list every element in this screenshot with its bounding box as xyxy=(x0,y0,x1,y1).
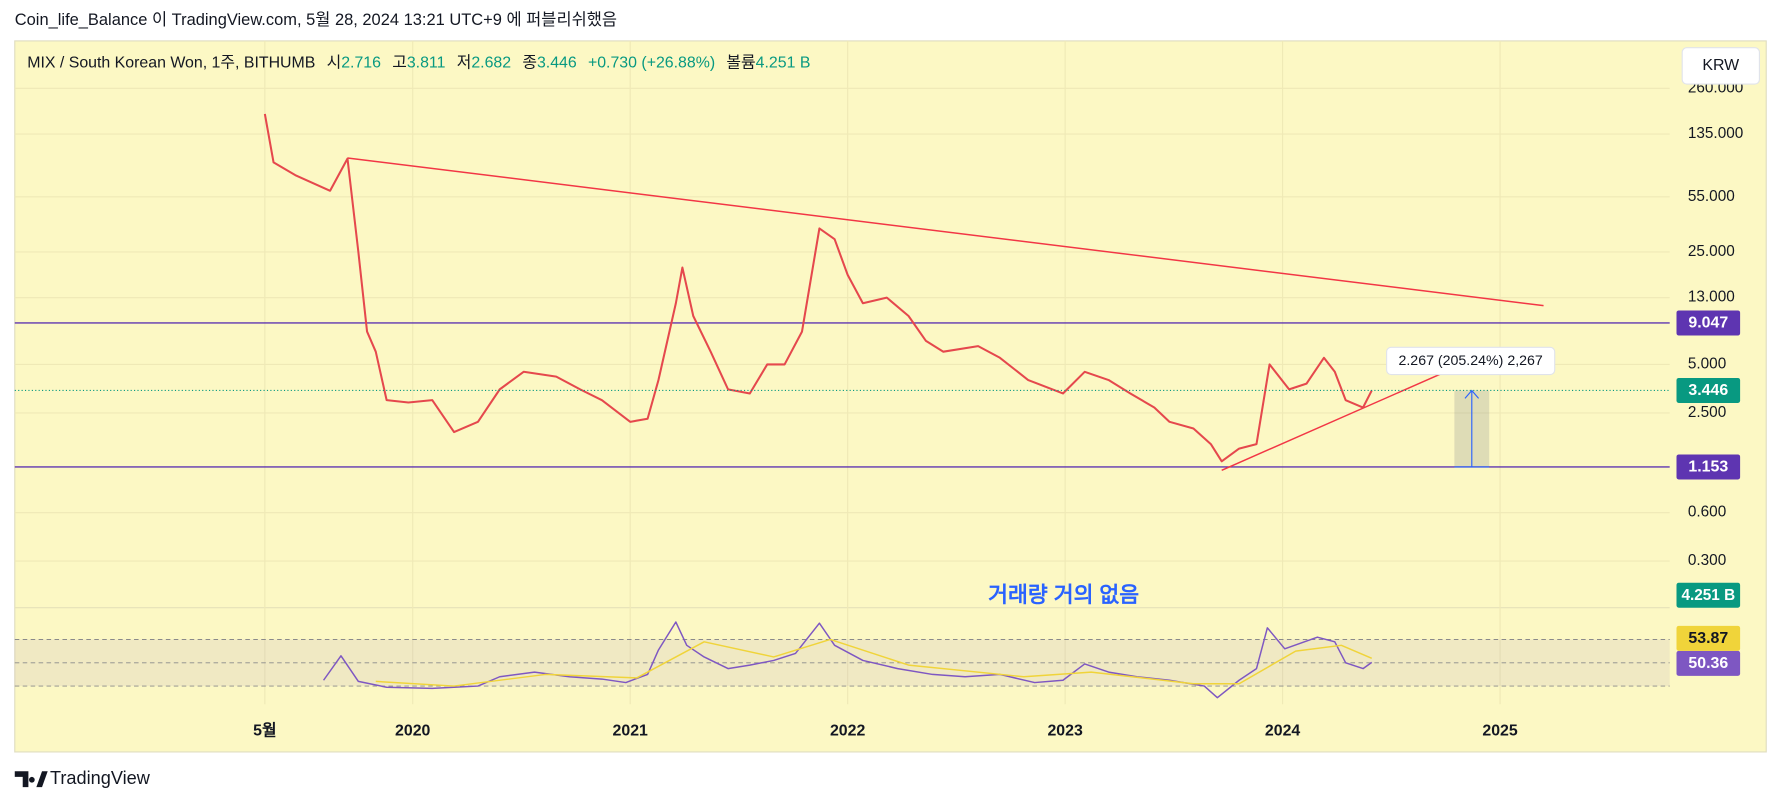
level-axis-box xyxy=(1676,310,1741,336)
y-tick-label: 2.500 xyxy=(1688,404,1726,421)
open-label: 시 xyxy=(327,55,342,72)
rsi-axis-box xyxy=(1676,625,1741,651)
y-tick-label: 0.600 xyxy=(1688,504,1726,521)
currency-button[interactable]: KRW xyxy=(1681,47,1760,85)
rsi-axis-label: 53.87 xyxy=(1688,630,1728,647)
publish-header: Coin_life_Balance 이 TradingView.com, 5월 … xyxy=(15,11,617,29)
low-value: 2.682 xyxy=(471,55,511,72)
y-tick-label: 0.300 xyxy=(1688,552,1726,569)
volume-label: 볼륨 xyxy=(726,54,755,72)
y-tick-label: 5.000 xyxy=(1688,355,1726,372)
x-tick-label: 2023 xyxy=(1047,723,1083,740)
level-axis-label: 1.153 xyxy=(1688,459,1728,476)
x-tick-label: 5월 xyxy=(253,722,276,740)
symbol-legend: MIX / South Korean Won, 1주, BITHUMB 시2.7… xyxy=(27,54,810,72)
last-price-label: 3.446 xyxy=(1688,382,1728,399)
close-value: 3.446 xyxy=(537,55,577,72)
y-tick-label: 55.000 xyxy=(1688,188,1735,205)
logo-text: TradingView xyxy=(50,768,151,788)
x-tick-label: 2020 xyxy=(395,723,431,740)
button-box[interactable] xyxy=(1681,47,1760,85)
last-price-box xyxy=(1676,377,1741,403)
level-axis-box xyxy=(1676,454,1741,480)
rsi-line xyxy=(322,621,1373,699)
volume-axis-label: 4.251 B xyxy=(1681,587,1735,604)
change-value: +0.730 (+26.88%) xyxy=(588,55,715,72)
trendline xyxy=(347,157,1544,307)
rsi-line xyxy=(375,638,1373,687)
open-value: 2.716 xyxy=(341,55,381,72)
x-tick-label: 2021 xyxy=(613,723,649,740)
logo-mark xyxy=(14,771,48,788)
button-label[interactable]: KRW xyxy=(1702,57,1739,74)
measure-arrow-head xyxy=(1464,389,1480,399)
tradingview-logo: TradingView xyxy=(14,768,151,788)
price-line xyxy=(263,113,1373,463)
high-value: 3.811 xyxy=(407,55,446,72)
measure-label: 2.267 (205.24%) 2,267 xyxy=(1398,353,1542,369)
rsi-axis-box xyxy=(1676,650,1741,676)
y-tick-label: 13.000 xyxy=(1688,289,1735,306)
plot-layer: 5월 2020 2021 2022 2023 2024 2025260.000135.000… xyxy=(14,40,1743,740)
high-label: 고 xyxy=(392,55,407,72)
rsi-axis-label: 50.36 xyxy=(1688,655,1728,672)
symbol: MIX / South Korean Won, 1주, BITHUMB xyxy=(27,55,315,72)
measure-label-box xyxy=(1386,346,1556,376)
close-label: 종 xyxy=(522,55,537,72)
y-tick-label: 135.000 xyxy=(1688,125,1743,142)
volume-value: 4.251 B xyxy=(756,55,811,72)
annotation: 거래량 거의 없음 xyxy=(988,582,1139,607)
chart-panel xyxy=(14,40,1767,753)
x-tick-label: 2022 xyxy=(830,723,866,740)
x-tick-label: 2024 xyxy=(1265,723,1301,740)
volume-axis-box xyxy=(1676,582,1741,608)
trendline xyxy=(1221,373,1442,471)
x-tick-label: 2025 xyxy=(1482,723,1518,740)
level-axis-label: 9.047 xyxy=(1688,315,1728,332)
y-tick-label: 25.000 xyxy=(1688,243,1735,260)
low-label: 저 xyxy=(457,54,472,72)
